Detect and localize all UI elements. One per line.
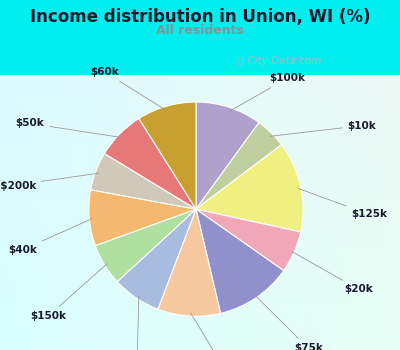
Wedge shape: [117, 209, 196, 309]
Text: $200k: $200k: [119, 296, 155, 350]
Wedge shape: [139, 102, 196, 209]
Wedge shape: [158, 209, 220, 316]
Text: $125k: $125k: [298, 188, 388, 219]
Wedge shape: [91, 154, 196, 209]
Text: All residents: All residents: [156, 25, 244, 37]
Text: Income distribution in Union, WI (%): Income distribution in Union, WI (%): [30, 8, 370, 26]
Text: $150k: $150k: [30, 264, 107, 321]
Wedge shape: [89, 190, 196, 246]
Text: $60k: $60k: [90, 67, 166, 110]
Text: $75k: $75k: [255, 295, 323, 350]
Text: $50k: $50k: [16, 118, 121, 137]
Wedge shape: [104, 119, 196, 209]
Text: $10k: $10k: [270, 121, 376, 136]
Text: $20k: $20k: [292, 251, 373, 294]
Wedge shape: [196, 102, 259, 209]
Wedge shape: [95, 209, 196, 282]
Text: $40k: $40k: [8, 219, 92, 255]
Wedge shape: [196, 145, 303, 232]
Text: ⓘ City-Data.com: ⓘ City-Data.com: [238, 56, 321, 66]
Wedge shape: [196, 209, 301, 271]
Wedge shape: [196, 209, 284, 313]
Text: > $200k: > $200k: [0, 173, 98, 190]
Text: $30k: $30k: [191, 313, 242, 350]
Wedge shape: [196, 122, 282, 209]
Text: $100k: $100k: [230, 74, 305, 111]
